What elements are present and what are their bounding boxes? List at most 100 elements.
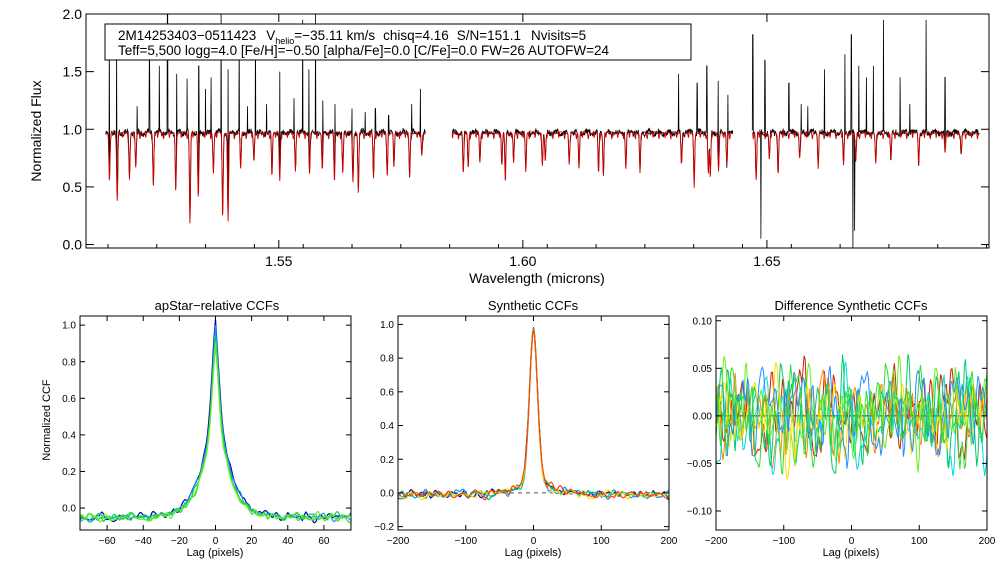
synthetic-ccf-ytick-label: −0.2: [374, 522, 394, 533]
synthetic-ccf-xlabel: Lag (pixels): [505, 547, 562, 559]
synthetic-ccf-series-line: [398, 328, 669, 501]
difference-ccf-axes: −200 −100 0 100 200 −0.10 −0.05 0.00 0.05 0.10: [687, 316, 996, 547]
apstar-ccf-ytick-label: 0.2: [62, 467, 76, 478]
apstar-ccf-xlabel: Lag (pixels): [187, 547, 244, 559]
observed-segment-1: [105, 14, 426, 215]
apstar-ccf-xtick-label: −60: [99, 536, 116, 547]
spectrum-xtick-label: 1.65: [753, 253, 780, 269]
apstar-ccf-traces: [80, 319, 351, 524]
spectrum-panel: 1.55 1.60 1.65 0.0 0.5 1.0 1.5 2.0 Wavelength (…: [28, 6, 990, 286]
spectrum-traces: [105, 14, 980, 248]
annotation-line-1: 2M14253403−0511423 Vhelio=−35.11 km/s chis…: [118, 28, 586, 46]
synthetic-ccf-xtick-label: 0: [531, 536, 537, 547]
apstar-ccf-xtick-label: 20: [246, 536, 258, 547]
apstar-ccf-title: apStar−relative CCFs: [155, 298, 280, 313]
synthetic-ccf-ytick-label: 0.6: [380, 387, 394, 398]
synthetic-ccf-ytick-label: 1.0: [380, 320, 394, 331]
difference-ccf-xtick-label: 0: [849, 536, 855, 547]
spectrum-xlabel: Wavelength (microns): [469, 270, 605, 286]
synthetic-ccf-ytick-label: 0.0: [380, 489, 394, 500]
spectrum-ytick-label: 1.0: [63, 121, 83, 137]
difference-ccf-traces: [716, 354, 987, 481]
synthetic-ccf-xtick-label: −200: [387, 536, 410, 547]
difference-ccf-xtick-label: −100: [772, 536, 795, 547]
apstar-ccf-axes: −60 −40 −20 0 20 40 60 0.0 0.2 0.4 0.6 0.8 1.0: [62, 316, 351, 547]
apstar-ccf-panel: apStar−relative CCFs −60 −40 −20 0 20 40 60 0.0…: [41, 298, 352, 559]
apstar-ccf-series-group: [80, 319, 351, 524]
synthetic-ccf-axes: −200 −100 0 100 200 −0.2 0.0 0.2 0.4 0.6 0.8 1.0: [374, 316, 678, 547]
synthetic-ccf-ytick-label: 0.2: [380, 455, 394, 466]
annotation-frame: [104, 23, 692, 61]
difference-ccf-ytick-label: 0.10: [693, 316, 713, 327]
difference-ccf-series-line: [716, 363, 987, 475]
spectrum-frame: [85, 13, 990, 249]
apstar-ccf-xtick-label: 0: [213, 536, 219, 547]
apstar-ccf-series-line: [80, 335, 351, 523]
model-segment-1: [105, 131, 426, 224]
model-segment-3: [751, 131, 980, 181]
difference-ccf-xtick-label: −200: [705, 536, 728, 547]
synthetic-ccf-panel: Synthetic CCFs −200 −100 0 100 200 −0.2 0.0 0.2…: [374, 298, 678, 559]
difference-ccf-ytick-label: 0.00: [693, 411, 713, 422]
annotation-v-prefix: V: [266, 28, 275, 43]
apstar-ccf-series-line: [80, 342, 351, 523]
spectrum-xtick-label: 1.60: [509, 253, 536, 269]
annotation-star-id: 2M14253403−0511423: [118, 28, 256, 43]
difference-ccf-series-group: [716, 354, 987, 481]
difference-ccf-xtick-label: 100: [911, 536, 928, 547]
synthetic-ccf-series-line: [398, 326, 669, 501]
apstar-ccf-xtick-label: 40: [282, 536, 294, 547]
annotation-line-2: Teff=5,500 logg=4.0 [Fe/H]=−0.50 [alpha/…: [118, 43, 610, 58]
apstar-ccf-xtick-label: −20: [171, 536, 188, 547]
apstar-ccf-ylabel: Normalized CCF: [41, 379, 53, 461]
difference-ccf-ytick-label: 0.05: [693, 364, 713, 375]
apstar-ccf-ytick-label: 0.8: [62, 357, 76, 368]
apstar-ccf-ytick-label: 0.6: [62, 394, 76, 405]
spectrum-ytick-label: 0.0: [63, 237, 83, 253]
difference-ccf-ytick-label: −0.05: [687, 459, 713, 470]
apstar-ccf-series-line: [80, 325, 351, 523]
synthetic-ccf-series-line: [398, 328, 669, 501]
spectrum-ytick-label: 0.5: [63, 179, 83, 195]
synthetic-ccf-title: Synthetic CCFs: [488, 298, 579, 313]
annotation-snr: S/N=151.1: [457, 28, 521, 43]
spectrum-ylabel: Normalized Flux: [28, 80, 44, 181]
spectrum-xtick-label: 1.55: [265, 253, 292, 269]
spectrum-annotation-box: 2M14253403−0511423 Vhelio=−35.11 km/s chis…: [104, 23, 692, 61]
apstar-ccf-ytick-label: 0.4: [62, 430, 76, 441]
spectrum-ytick-label: 2.0: [63, 6, 83, 22]
synthetic-ccf-series-line: [398, 330, 669, 500]
difference-ccf-panel: Difference Synthetic CCFs −200 −100 0 100 20…: [687, 298, 996, 559]
spectrum-axes: 1.55 1.60 1.65 0.0 0.5 1.0 1.5 2.0: [63, 6, 989, 269]
difference-ccf-title: Difference Synthetic CCFs: [775, 298, 928, 313]
synthetic-ccf-xtick-label: 200: [661, 536, 678, 547]
annotation-nvisits: Nvisits=5: [531, 28, 586, 43]
difference-ccf-ytick-label: −0.10: [687, 507, 713, 518]
apstar-ccf-ytick-label: 0.0: [62, 504, 76, 515]
annotation-v-sub: helio: [275, 36, 294, 46]
difference-ccf-xlabel: Lag (pixels): [823, 547, 880, 559]
synthetic-ccf-series-line: [398, 328, 669, 500]
difference-ccf-series-line: [716, 360, 987, 477]
spectrum-ytick-label: 1.5: [63, 64, 83, 80]
apstar-ccf-xtick-label: 60: [318, 536, 330, 547]
annotation-chisq: chisq=4.16: [383, 28, 449, 43]
observed-segment-3: [751, 19, 980, 248]
difference-ccf-series-line: [716, 355, 987, 473]
synthetic-ccf-series-group: [398, 326, 669, 501]
apstar-ccf-xtick-label: −40: [135, 536, 152, 547]
annotation-v-value: =−35.11 km/s: [294, 28, 375, 43]
observed-segment-2: [451, 65, 734, 181]
apstar-ccf-ytick-label: 1.0: [62, 321, 76, 332]
synthetic-ccf-ytick-label: 0.8: [380, 354, 394, 365]
synthetic-ccf-traces: [398, 326, 669, 501]
synthetic-ccf-xtick-label: −100: [454, 536, 477, 547]
model-segment-2: [451, 131, 733, 188]
difference-ccf-xtick-label: 200: [979, 536, 996, 547]
synthetic-ccf-ytick-label: 0.4: [380, 421, 394, 432]
synthetic-ccf-xtick-label: 100: [593, 536, 610, 547]
apstar-ccf-series-line: [80, 343, 351, 524]
model-spectrum: [105, 131, 980, 224]
